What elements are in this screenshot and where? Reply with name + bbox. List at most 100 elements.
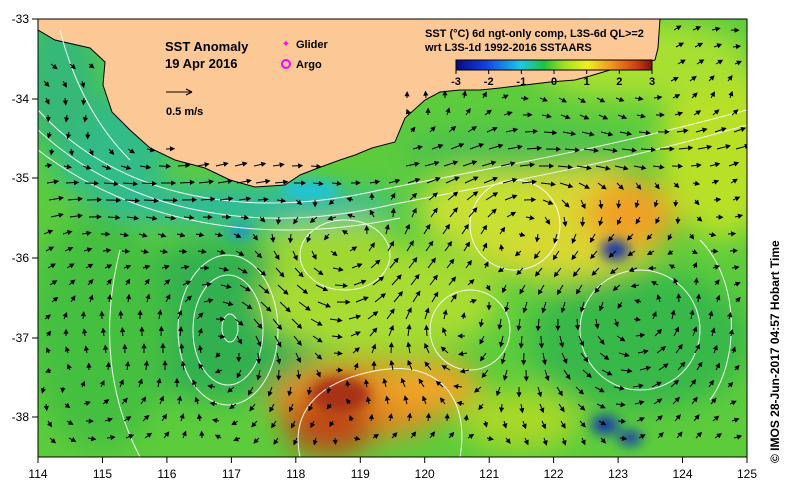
current-vector-head bbox=[586, 165, 592, 171]
current-vector-head bbox=[172, 197, 179, 203]
current-vector-head bbox=[433, 291, 439, 298]
current-vector-head bbox=[674, 94, 681, 99]
lat-tick-label: -38 bbox=[12, 410, 30, 424]
current-vector-head bbox=[562, 358, 568, 364]
current-vector-head bbox=[387, 413, 394, 419]
current-vector-head bbox=[124, 248, 131, 254]
current-vector-head bbox=[354, 347, 360, 353]
current-vector-head bbox=[444, 223, 451, 230]
current-vector-head bbox=[690, 379, 697, 385]
current-vector-head bbox=[82, 116, 89, 123]
current-vector-head bbox=[346, 213, 353, 219]
current-vector-head bbox=[510, 161, 516, 167]
current-vector-head bbox=[689, 309, 695, 315]
lon-tick-label: 125 bbox=[737, 467, 757, 481]
current-vector-head bbox=[737, 213, 744, 219]
current-vector-head bbox=[45, 368, 51, 373]
current-vector-head bbox=[612, 147, 618, 154]
current-vector-head bbox=[265, 306, 272, 312]
current-vector-head bbox=[612, 285, 619, 291]
current-vector-head bbox=[149, 147, 156, 153]
current-vector-head bbox=[246, 304, 253, 310]
current-vector-head bbox=[66, 164, 72, 170]
current-vector-head bbox=[106, 264, 113, 270]
current-vector-head bbox=[479, 338, 485, 345]
current-vector-head bbox=[713, 415, 720, 421]
current-vector-head bbox=[184, 264, 190, 270]
current-vector-head bbox=[531, 179, 537, 185]
current-vector-head bbox=[519, 231, 526, 237]
current-vector-head bbox=[228, 300, 234, 307]
current-vector-head bbox=[77, 196, 83, 202]
current-vector-head bbox=[242, 268, 248, 274]
current-vector-head bbox=[144, 278, 150, 285]
current-vector-head bbox=[454, 176, 460, 182]
current-vector-head bbox=[715, 197, 722, 203]
current-vector-head bbox=[317, 337, 323, 343]
current-vector-head bbox=[472, 191, 479, 197]
current-vector-head bbox=[58, 212, 64, 218]
current-vector-head bbox=[618, 96, 625, 102]
current-vector-head bbox=[695, 110, 702, 116]
current-vector-head bbox=[655, 218, 661, 225]
current-vector-head bbox=[208, 298, 214, 304]
current-vector-head bbox=[556, 289, 562, 296]
current-vector-head bbox=[598, 220, 604, 227]
current-vector-head bbox=[627, 368, 633, 374]
current-vector-head bbox=[603, 354, 610, 361]
current-vector-head bbox=[93, 180, 99, 186]
current-vector-head bbox=[557, 390, 563, 397]
current-vector-head bbox=[675, 25, 682, 31]
current-vector-head bbox=[337, 317, 343, 323]
lat-tick-label: -35 bbox=[12, 171, 30, 185]
current-vector-head bbox=[482, 421, 488, 428]
current-vector-head bbox=[125, 264, 132, 270]
current-vector-head bbox=[308, 405, 314, 412]
current-vector-head bbox=[678, 42, 685, 48]
current-vector-head bbox=[452, 191, 459, 197]
current-vector-head bbox=[599, 339, 605, 345]
current-vector-head bbox=[287, 390, 293, 397]
current-vector-head bbox=[677, 431, 683, 438]
current-vector-head bbox=[64, 402, 71, 409]
current-vector-head bbox=[448, 431, 455, 438]
current-vector-head bbox=[64, 117, 70, 123]
current-vector-head bbox=[696, 216, 703, 222]
current-vector-head bbox=[624, 352, 630, 358]
current-vector-head bbox=[164, 264, 170, 270]
current-vector-head bbox=[606, 370, 613, 376]
current-vector-head bbox=[442, 327, 447, 333]
current-vector-head bbox=[715, 26, 721, 32]
current-vector-head bbox=[337, 367, 344, 373]
lon-tick-label: 121 bbox=[479, 467, 499, 481]
current-vector-head bbox=[113, 181, 119, 187]
current-vector-head bbox=[457, 351, 464, 357]
current-vector-head bbox=[621, 435, 628, 441]
current-vector-head bbox=[695, 343, 700, 350]
current-vector-head bbox=[466, 259, 472, 266]
current-vector-head bbox=[384, 224, 390, 230]
current-vector-head bbox=[392, 432, 398, 438]
current-vector-head bbox=[256, 252, 263, 259]
current-vector-head bbox=[458, 143, 465, 149]
current-vector-head bbox=[226, 214, 232, 220]
current-vector-head bbox=[207, 383, 213, 390]
current-vector-head bbox=[600, 184, 607, 190]
current-vector-head bbox=[734, 364, 740, 371]
current-vector-head bbox=[553, 271, 560, 278]
current-vector-head bbox=[219, 333, 226, 339]
current-vector-head bbox=[144, 264, 151, 270]
current-vector-head bbox=[571, 238, 577, 244]
current-vector-head bbox=[143, 360, 150, 366]
current-vector-head bbox=[282, 289, 289, 295]
current-vector-head bbox=[122, 397, 128, 404]
current-vector-head bbox=[346, 398, 352, 405]
current-vector-head bbox=[643, 349, 649, 355]
current-vector-head bbox=[533, 253, 540, 260]
current-vector-head bbox=[108, 149, 115, 156]
current-vector-head bbox=[271, 422, 277, 429]
current-vector-head bbox=[217, 232, 224, 238]
current-vector-head bbox=[293, 439, 299, 446]
current-vector-head bbox=[389, 308, 395, 314]
current-vector-head bbox=[713, 109, 720, 115]
